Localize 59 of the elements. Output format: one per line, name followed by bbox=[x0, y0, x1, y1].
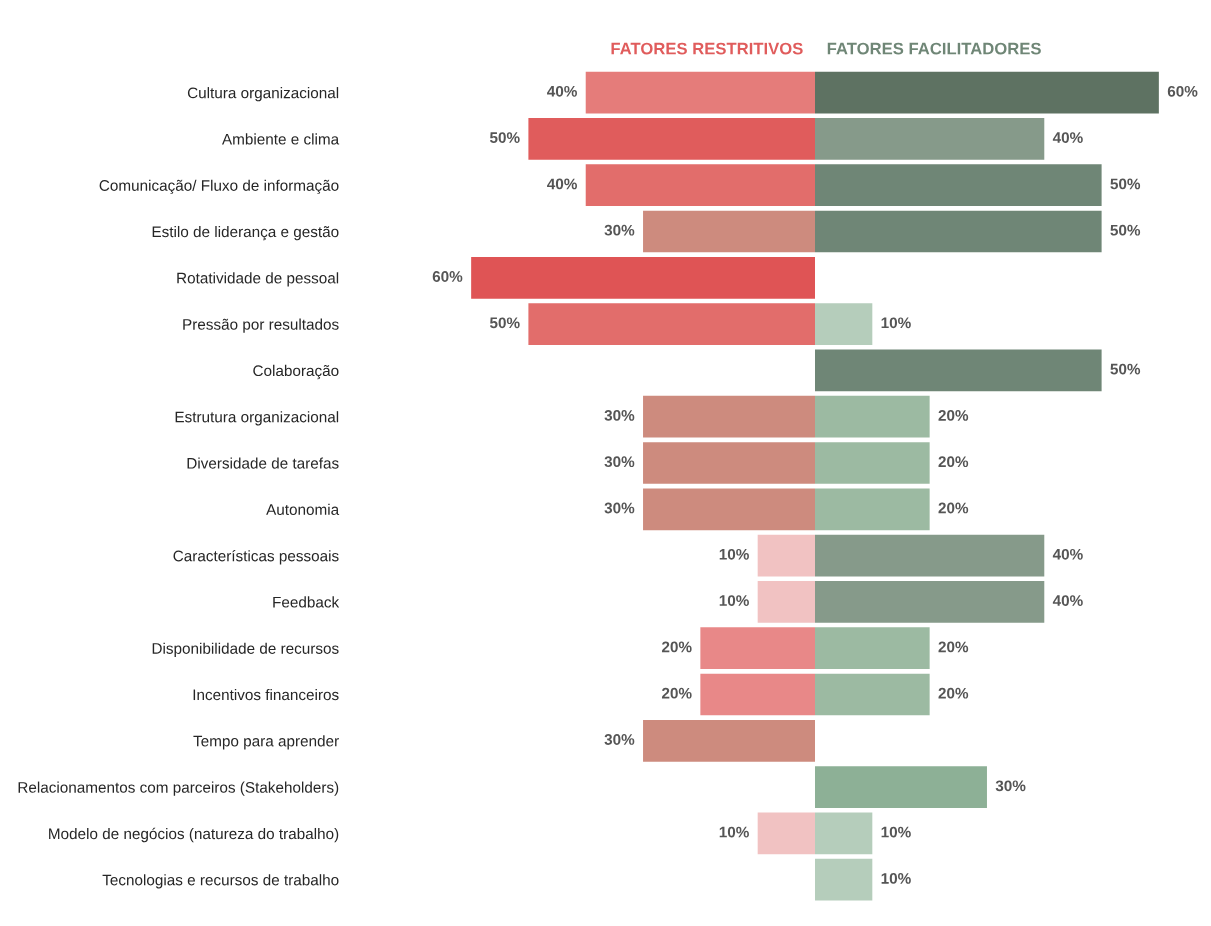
y-tick-label: Estilo de liderança e gestão bbox=[152, 225, 339, 241]
data-label: 50% bbox=[1110, 178, 1141, 190]
data-label: 20% bbox=[938, 687, 969, 699]
data-label: 40% bbox=[1052, 548, 1083, 560]
data-label: 10% bbox=[719, 548, 749, 560]
y-tick-label: Feedback bbox=[273, 596, 340, 608]
y-tick-label: Pressão por resultados bbox=[183, 318, 339, 333]
series-label: FATORES RESTRITIVOS bbox=[611, 42, 803, 55]
data-label: 20% bbox=[938, 409, 969, 421]
data-label: 50% bbox=[1110, 224, 1141, 236]
data-label: 20% bbox=[938, 456, 969, 468]
y-tick-label: Estrutura organizacional bbox=[175, 411, 339, 426]
data-label: 10% bbox=[719, 826, 749, 838]
y-tick-label: Ambiente e clima bbox=[221, 133, 340, 145]
y-tick-label: Autonomia bbox=[266, 503, 340, 515]
bar bbox=[757, 534, 815, 577]
series-label: FATORES FACILITADORES bbox=[827, 42, 1041, 55]
y-tick-label: Modelo de negócios (natureza do trabalho) bbox=[49, 827, 339, 843]
data-label: 30% bbox=[995, 780, 1026, 792]
data-label: 40% bbox=[1052, 132, 1083, 143]
y-tick-label: Comunicação/ Fluxo de informação bbox=[99, 179, 339, 194]
data-label: 40% bbox=[547, 178, 577, 190]
data-label: 50% bbox=[1110, 363, 1141, 375]
data-label: 20% bbox=[938, 641, 969, 653]
bar bbox=[815, 766, 987, 808]
data-label: 50% bbox=[489, 132, 520, 143]
y-tick-label: Colaboração bbox=[253, 364, 339, 380]
y-tick-label: Incentivos financeiros bbox=[193, 688, 339, 701]
bar bbox=[643, 719, 815, 762]
y-tick-label: Rotatividade de pessoal bbox=[177, 272, 339, 287]
data-label: 40% bbox=[547, 85, 577, 97]
data-label: 10% bbox=[881, 872, 911, 884]
data-label: 30% bbox=[604, 409, 635, 421]
data-label: 60% bbox=[1167, 85, 1198, 97]
data-label: 40% bbox=[1052, 595, 1083, 606]
y-tick-label: Disponibilidade de recursos bbox=[152, 642, 339, 657]
data-label: 30% bbox=[604, 456, 635, 468]
data-label: 50% bbox=[489, 317, 520, 329]
data-label: 10% bbox=[719, 595, 749, 606]
data-label: 10% bbox=[881, 826, 911, 838]
data-label: 20% bbox=[938, 502, 969, 514]
data-label: 30% bbox=[604, 502, 635, 514]
y-tick-label: Características pessoais bbox=[173, 549, 339, 565]
bar bbox=[757, 581, 815, 623]
y-tick-label: Cultura organizacional bbox=[187, 87, 339, 102]
data-label: 30% bbox=[604, 734, 635, 745]
data-label: 60% bbox=[432, 271, 463, 282]
data-label: 30% bbox=[604, 224, 635, 236]
data-label: 10% bbox=[881, 317, 911, 329]
bar bbox=[815, 303, 873, 345]
y-tick-label: Relacionamentos com parceiros (Stakeholders) bbox=[18, 781, 339, 796]
bar bbox=[471, 256, 815, 299]
bar bbox=[815, 858, 873, 901]
y-tick-label: Tempo para aprender bbox=[193, 735, 339, 750]
y-tick-label: Diversidade de tarefas bbox=[187, 457, 339, 469]
bar bbox=[815, 349, 1102, 392]
data-label: 20% bbox=[661, 641, 692, 653]
y-tick-label: Tecnologias e recursos de trabalho bbox=[102, 874, 339, 889]
data-label: 20% bbox=[661, 687, 692, 699]
